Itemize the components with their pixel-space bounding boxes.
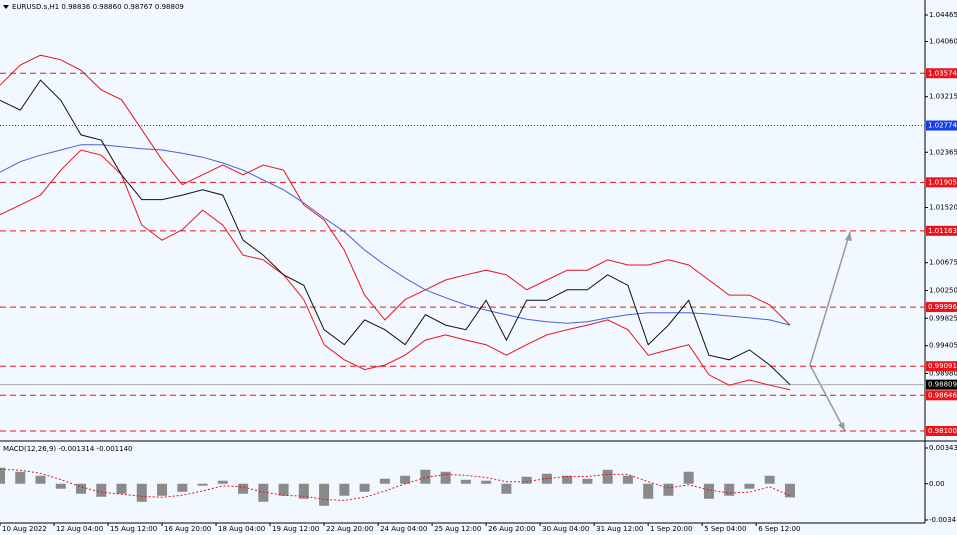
level-label-box	[926, 120, 957, 131]
bar	[0, 467, 5, 484]
bar	[76, 483, 87, 494]
level-label: 0.98646	[928, 391, 957, 399]
level-label-box	[926, 379, 957, 390]
y-tick-label: 1.00250	[929, 286, 957, 294]
level-label-box	[926, 390, 957, 401]
level-label: 0.98809	[928, 381, 957, 389]
bar	[622, 475, 633, 484]
level-label: 1.01905	[928, 178, 957, 186]
x-tick-label: 25 Aug 12:00	[434, 525, 481, 533]
level-label: 0.99996	[928, 303, 957, 311]
bar	[582, 478, 593, 484]
x-tick-label: 31 Aug 12:00	[596, 525, 643, 533]
macd-title: MACD(12,26,9) -0.001314 -0.001140	[3, 445, 132, 453]
x-tick-label: 16 Aug 20:00	[164, 525, 211, 533]
bar	[379, 478, 390, 484]
x-tick-label: 19 Aug 12:00	[272, 525, 319, 533]
bar	[703, 483, 714, 499]
y-tick-label: 0.99405	[929, 342, 957, 350]
x-tick-label: 30 Aug 04:00	[542, 525, 589, 533]
series-line	[0, 144, 791, 326]
bar	[460, 479, 471, 484]
bar	[501, 483, 512, 494]
bar	[602, 469, 613, 484]
y-tick-label: 1.01520	[929, 203, 957, 211]
level-label-box	[926, 68, 957, 79]
x-tick-label: 24 Aug 04:00	[380, 525, 427, 533]
chart-title: EURUSD.s,H1 0.98836 0.98860 0.98767 0.98…	[12, 3, 184, 11]
level-label-box	[926, 361, 957, 372]
x-tick-label: 10 Aug 2022	[2, 525, 47, 533]
arrow-head	[838, 422, 845, 431]
x-tick-label: 15 Aug 12:00	[110, 525, 157, 533]
bar	[35, 475, 46, 484]
y-tick-label: -0.003478	[929, 516, 957, 524]
bar	[157, 483, 168, 496]
y-tick-label: 1.03215	[929, 93, 957, 101]
bar	[136, 483, 147, 502]
y-tick-label: 1.00675	[929, 259, 957, 267]
bar	[663, 483, 674, 496]
y-tick-label: 1.04060	[929, 37, 957, 45]
level-label-box	[926, 225, 957, 236]
x-tick-label: 18 Aug 04:00	[218, 525, 265, 533]
series-line	[0, 54, 791, 326]
arrow-head	[845, 232, 852, 241]
bar	[764, 475, 775, 484]
y-tick-label: 1.02365	[929, 148, 957, 156]
bar	[298, 483, 309, 499]
bar	[217, 480, 228, 484]
bar	[784, 483, 795, 498]
bar	[55, 483, 66, 489]
x-tick-label: 5 Sep 04:00	[704, 525, 746, 533]
projection-arrow-down	[809, 364, 846, 432]
y-tick-label: 1.04465	[929, 11, 957, 19]
bar	[339, 483, 350, 496]
x-tick-label: 26 Aug 20:00	[488, 525, 535, 533]
level-label-box	[926, 177, 957, 188]
y-tick-label: 0.00	[929, 480, 945, 488]
level-label-box	[926, 302, 957, 313]
bar	[197, 483, 208, 486]
bar	[319, 483, 330, 506]
series-line	[0, 149, 791, 391]
bar	[420, 469, 431, 484]
x-tick-label: 1 Sep 20:00	[650, 525, 692, 533]
bar	[278, 483, 289, 496]
bar	[238, 483, 249, 494]
bar	[724, 483, 735, 496]
menu-arrow[interactable]	[3, 5, 9, 9]
bar	[683, 471, 694, 484]
bar	[440, 471, 451, 484]
level-label: 1.03574	[928, 69, 957, 77]
bar	[521, 476, 532, 484]
bar	[15, 471, 26, 484]
level-label: 1.02774	[928, 122, 957, 130]
bar	[744, 483, 755, 489]
bar	[116, 483, 127, 494]
y-tick-label: 0.003432	[929, 444, 957, 452]
projection-arrow-up	[809, 231, 851, 366]
bar	[96, 483, 107, 497]
bar	[258, 483, 269, 502]
x-tick-label: 12 Aug 04:00	[56, 525, 103, 533]
x-tick-label: 22 Aug 20:00	[326, 525, 373, 533]
x-tick-label: 6 Sep 12:00	[758, 525, 800, 533]
bar	[359, 483, 370, 492]
bar	[177, 483, 188, 492]
bar	[643, 483, 654, 499]
level-label: 0.99091	[928, 362, 957, 370]
level-label: 1.01163	[928, 227, 957, 235]
bar	[400, 475, 411, 484]
bar	[562, 475, 573, 484]
level-label-box	[926, 425, 957, 436]
y-tick-label: 0.99825	[929, 314, 957, 322]
bar	[481, 480, 492, 484]
level-label: 0.98100	[928, 427, 957, 435]
y-tick-label: 0.98980	[929, 369, 957, 377]
series-line	[0, 79, 791, 385]
